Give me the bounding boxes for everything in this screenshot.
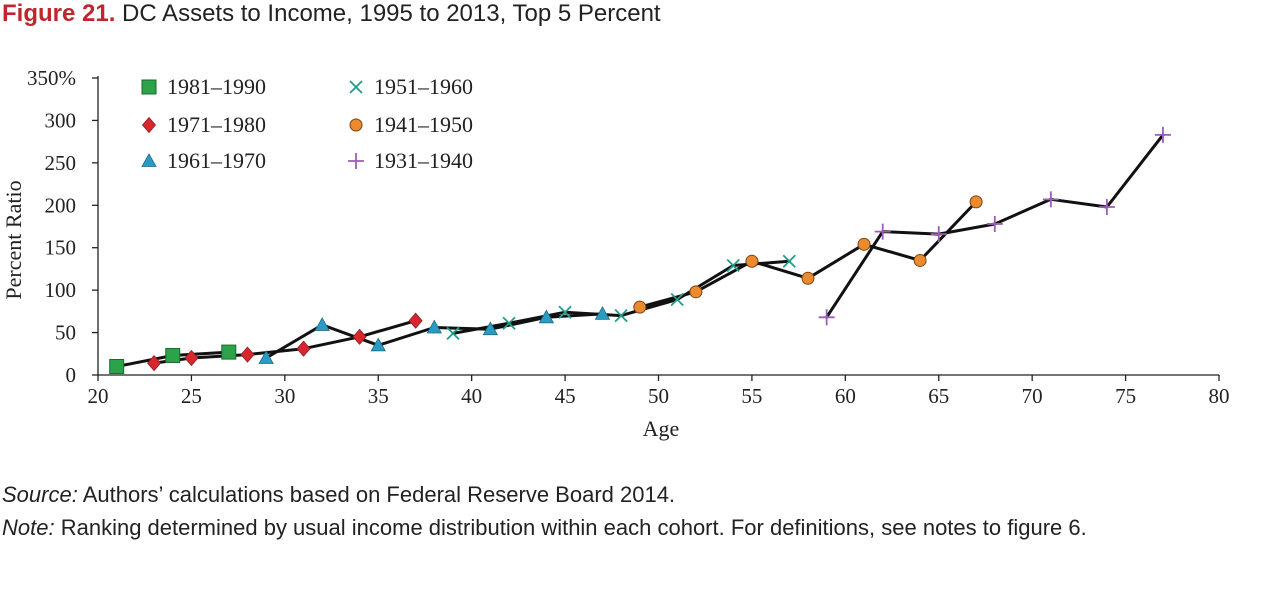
data-point-1931-1940 xyxy=(1098,198,1115,215)
data-point-1941-1950 xyxy=(745,254,759,268)
y-tick-label: 350% xyxy=(27,66,76,90)
y-tick-label: 200 xyxy=(45,193,77,217)
data-point-1931-1940 xyxy=(986,215,1003,232)
data-point-1941-1950 xyxy=(689,285,703,299)
data-point-1931-1940 xyxy=(818,309,835,326)
x-tick-label: 65 xyxy=(928,384,949,408)
y-axis-label: Percent Ratio xyxy=(1,180,26,299)
data-point-1931-1940 xyxy=(1154,126,1171,143)
x-tick-label: 30 xyxy=(274,384,295,408)
data-point-1971-1980 xyxy=(240,346,255,363)
note-text: Ranking determined by usual income distr… xyxy=(54,515,1087,540)
legend-marker-1941-1950 xyxy=(349,118,363,132)
series-lines xyxy=(115,133,1165,368)
legend-label-1951-1960: 1951–1960 xyxy=(374,74,473,99)
data-point-1961-1970 xyxy=(482,321,499,336)
data-point-1931-1940 xyxy=(1042,191,1059,208)
data-point-1951-1960 xyxy=(614,308,628,323)
data-point-1981-1990 xyxy=(109,359,125,375)
legend-label-1941-1950: 1941–1950 xyxy=(374,112,473,137)
data-point-1941-1950 xyxy=(633,300,647,314)
x-axis-label: Age xyxy=(643,416,680,441)
x-tick-label: 55 xyxy=(741,384,762,408)
source-label: Source: xyxy=(2,482,78,507)
data-point-1961-1970 xyxy=(314,317,330,331)
data-point-1961-1970 xyxy=(538,309,555,324)
data-point-1971-1980 xyxy=(352,328,367,345)
data-point-1931-1940 xyxy=(874,223,891,240)
data-point-1941-1950 xyxy=(913,253,927,267)
legend-marker-1981-1990 xyxy=(141,79,157,95)
series-markers xyxy=(109,126,1171,375)
data-point-1951-1960 xyxy=(670,292,684,307)
y-tick-label: 300 xyxy=(45,108,77,132)
x-tick-label: 75 xyxy=(1115,384,1136,408)
data-point-1961-1970 xyxy=(426,319,442,334)
data-point-1931-1940 xyxy=(930,226,947,243)
data-point-1981-1990 xyxy=(165,347,181,363)
data-point-1971-1980 xyxy=(296,340,311,357)
data-point-1951-1960 xyxy=(446,326,460,341)
legend-label-1971-1980: 1971–1980 xyxy=(167,112,266,137)
data-point-1951-1960 xyxy=(726,258,740,273)
x-tick-label: 25 xyxy=(181,384,202,408)
legend-marker-1931-1940 xyxy=(348,153,364,169)
y-tick-label: 150 xyxy=(45,236,77,260)
data-point-1961-1970 xyxy=(370,337,386,352)
legend-marker-1961-1970 xyxy=(141,153,157,167)
x-tick-label: 40 xyxy=(461,384,482,408)
x-tick-label: 80 xyxy=(1209,384,1230,408)
legend: 1981–1990 1971–1980 1961–1970 1951–1960 1941… xyxy=(141,74,473,173)
legend-label-1931-1940: 1931–1940 xyxy=(374,148,473,173)
source-note: Source: Authors’ calculations based on F… xyxy=(2,478,1280,511)
y-tick-label: 0 xyxy=(66,363,77,387)
figure-title: Figure 21. DC Assets to Income, 1995 to … xyxy=(2,0,661,28)
x-tick-label: 45 xyxy=(555,384,576,408)
data-point-1951-1960 xyxy=(782,254,796,268)
data-point-1961-1970 xyxy=(258,350,274,364)
data-point-1951-1960 xyxy=(502,316,516,330)
note-text-block: Note: Ranking determined by usual income… xyxy=(2,511,1280,544)
data-point-1941-1950 xyxy=(857,237,871,251)
data-point-1971-1980 xyxy=(147,355,162,372)
y-tick-label: 250 xyxy=(45,151,77,175)
data-point-1951-1960 xyxy=(558,305,572,319)
data-point-1941-1950 xyxy=(969,195,983,209)
series-line-1951-1960 xyxy=(451,259,791,335)
source-text: Authors’ calculations based on Federal R… xyxy=(77,482,676,507)
legend-marker-1971-1980 xyxy=(141,116,157,134)
x-tick-label: 50 xyxy=(648,384,669,408)
data-point-1971-1980 xyxy=(408,312,423,329)
data-point-1941-1950 xyxy=(801,271,815,285)
legend-label-1981-1990: 1981–1990 xyxy=(167,74,266,99)
y-tick-label: 100 xyxy=(45,278,77,302)
data-point-1981-1990 xyxy=(221,344,237,360)
figure-notes: Source: Authors’ calculations based on F… xyxy=(2,478,1280,544)
legend-marker-1951-1960 xyxy=(349,80,363,94)
x-tick-label: 60 xyxy=(835,384,856,408)
x-tick-label: 35 xyxy=(368,384,389,408)
y-tick-label: 50 xyxy=(55,321,76,345)
x-tick-label: 20 xyxy=(88,384,109,408)
x-tick-label: 70 xyxy=(1022,384,1043,408)
figure-title-text: DC Assets to Income, 1995 to 2013, Top 5… xyxy=(122,0,661,27)
data-point-1961-1970 xyxy=(594,306,611,320)
data-point-1971-1980 xyxy=(184,349,199,367)
legend-label-1961-1970: 1961–1970 xyxy=(167,148,266,173)
note-label: Note: xyxy=(2,515,55,540)
axes: 0 50 100 150 200 250 300 350% 20 25 30 35 40 45 50 55 60… xyxy=(27,66,1230,408)
chart: 0 50 100 150 200 250 300 350% 20 25 30 35 40 45 50 55 60… xyxy=(1,66,1230,441)
figure-number: Figure 21. xyxy=(2,0,116,27)
